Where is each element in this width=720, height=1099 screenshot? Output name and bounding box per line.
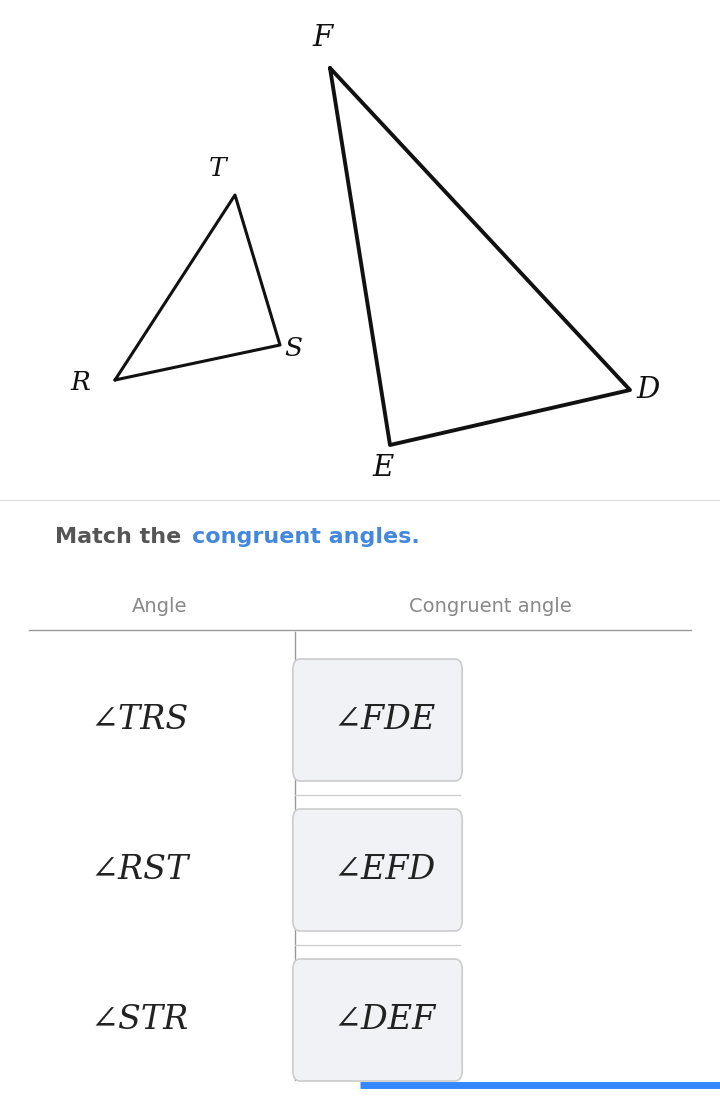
Text: ∠RST: ∠RST xyxy=(91,854,189,886)
Text: ∠STR: ∠STR xyxy=(91,1004,189,1036)
Text: R: R xyxy=(70,369,90,395)
Text: ∠EFD: ∠EFD xyxy=(334,854,436,886)
Text: ∠FDE: ∠FDE xyxy=(334,704,436,736)
Text: ∠TRS: ∠TRS xyxy=(91,704,189,736)
Text: F: F xyxy=(313,24,333,52)
FancyBboxPatch shape xyxy=(293,959,462,1081)
Text: Match the: Match the xyxy=(55,528,189,547)
Text: ∠DEF: ∠DEF xyxy=(334,1004,436,1036)
Text: E: E xyxy=(372,454,394,482)
Text: Congruent angle: Congruent angle xyxy=(409,598,572,617)
Text: S: S xyxy=(284,335,302,360)
FancyBboxPatch shape xyxy=(293,659,462,781)
Text: congruent angles.: congruent angles. xyxy=(192,528,420,547)
Text: Angle: Angle xyxy=(132,598,188,617)
Text: D: D xyxy=(636,376,660,404)
Text: T: T xyxy=(210,155,227,180)
FancyBboxPatch shape xyxy=(293,809,462,931)
